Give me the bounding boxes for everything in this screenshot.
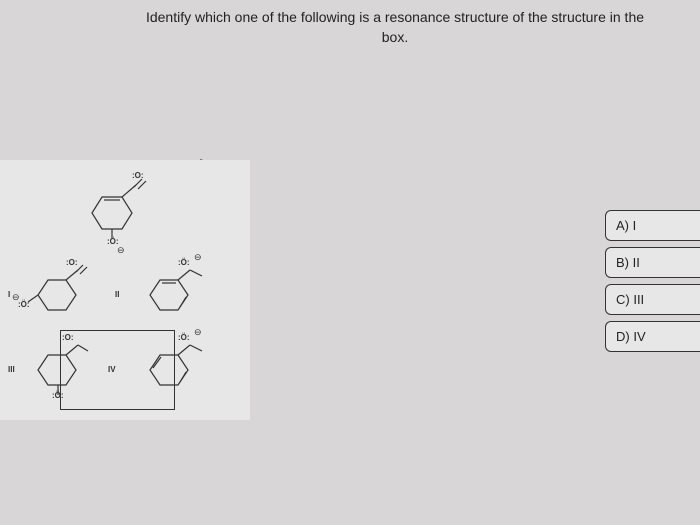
- o-III-top: :O:: [62, 333, 74, 342]
- molecule-IV: :Ö: ⊖: [130, 335, 210, 405]
- roman-IV: IV: [108, 365, 116, 374]
- answer-d-button[interactable]: D) IV: [605, 321, 700, 352]
- o-I-side: :Ö:: [18, 300, 30, 309]
- o-III-bot: :Ö:: [52, 391, 64, 400]
- chemistry-figure: :O: :Ö: ⊖ I :O: :Ö: ⊖ II :Ö: ⊖ III: [0, 160, 250, 420]
- question-text: Identify which one of the following is a…: [110, 8, 680, 47]
- molecule-I: :O: :Ö: ⊖: [18, 260, 93, 330]
- roman-I: I: [8, 290, 10, 299]
- minus-II: ⊖: [194, 252, 202, 263]
- o-II-top: :Ö:: [178, 258, 190, 267]
- roman-II: II: [115, 290, 119, 299]
- o-IV-top: :Ö:: [178, 333, 190, 342]
- question-line1: Identify which one of the following is a…: [146, 9, 644, 25]
- roman-III: III: [8, 365, 15, 374]
- molecule-III: :O: :Ö:: [18, 335, 93, 405]
- minus-IV: ⊖: [194, 327, 202, 338]
- oxygen-label: :O:: [132, 171, 144, 180]
- answer-list: A) I B) II C) III D) IV: [605, 210, 700, 358]
- minus-I: ⊖: [12, 292, 20, 303]
- answer-c-button[interactable]: C) III: [605, 284, 700, 315]
- minus-charge: ⊖: [117, 245, 125, 256]
- answer-b-button[interactable]: B) II: [605, 247, 700, 278]
- answer-a-button[interactable]: A) I: [605, 210, 700, 241]
- question-line2: box.: [382, 29, 408, 45]
- molecule-II: :Ö: ⊖: [130, 260, 210, 330]
- molecule-boxed: :O: :Ö: ⊖: [70, 175, 160, 250]
- o-I-top: :O:: [66, 258, 78, 267]
